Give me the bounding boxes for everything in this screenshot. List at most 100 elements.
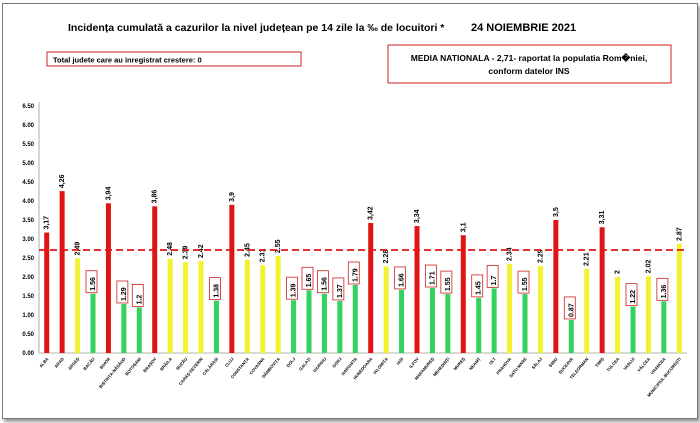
bar (229, 204, 235, 353)
value-label: 3,1 (460, 222, 467, 232)
value-label: 1.45 (476, 281, 483, 295)
bar (676, 243, 682, 353)
value-label-box (301, 266, 314, 290)
category-label: BUZĂU (175, 356, 188, 370)
y-tick-label: 1.50 (22, 294, 34, 300)
value-label: 2.45 (244, 243, 251, 257)
value-label: 4,26 (59, 174, 66, 188)
category-label: ILFOV (408, 356, 420, 369)
value-label-box (656, 277, 669, 301)
value-labels-layer: 3,17 4,26 2,49 1.56 3,94 1.29 1.2 3,86 2.48 2.39 2… (44, 174, 683, 320)
y-tick-label: 5.50 (22, 142, 34, 148)
value-label: 1.37 (337, 284, 344, 298)
category-label: ARGEȘ (67, 356, 81, 371)
national-average-line1: MEDIA NATIONALA - 2,71- raportat la popu… (411, 52, 648, 63)
category-label: VÂLCEA (636, 356, 651, 372)
bar (260, 265, 266, 353)
value-label-box (116, 280, 129, 304)
category-label: BOTOȘANI (124, 356, 142, 376)
bar (568, 319, 574, 353)
bar (645, 276, 651, 353)
bar (399, 289, 405, 353)
category-label: ALBA (38, 356, 49, 368)
bar (167, 258, 173, 353)
value-label: 1.66 (399, 273, 406, 287)
value-label: 3,86 (152, 190, 159, 204)
info-box (46, 51, 302, 67)
y-tick-label: 2.50 (22, 256, 34, 262)
category-label: TIMIȘ (594, 356, 605, 368)
category-label: SIBIU (548, 356, 559, 368)
category-label: IALOMIȚA (372, 356, 389, 375)
value-label: 2.39 (183, 245, 190, 259)
value-label: 2.28 (383, 250, 390, 264)
chart-frame: Incidența cumulată a cazurilor la nivel … (2, 3, 698, 419)
value-label: 1.55 (445, 277, 452, 291)
y-tick-label: 5.00 (22, 161, 34, 167)
value-label: 1.36 (661, 285, 668, 299)
y-tick-label: 0.50 (22, 332, 34, 338)
category-label: VASLUI (622, 356, 636, 371)
value-label: 1.38 (213, 284, 220, 298)
y-tick-label: 3.00 (22, 237, 34, 243)
value-label-box (425, 264, 437, 288)
bar (337, 300, 343, 353)
bar (136, 307, 142, 353)
value-label: 1.56 (321, 277, 328, 291)
bar (383, 266, 389, 353)
value-label-box (131, 283, 144, 307)
value-label: 3,34 (414, 209, 421, 223)
category-label: GORJ (331, 356, 343, 369)
bar (414, 226, 420, 353)
bar (537, 265, 543, 353)
category-label: NEAMȚ (468, 356, 482, 371)
bar (460, 235, 466, 353)
bar (291, 300, 297, 353)
value-label: 3,31 (599, 210, 606, 224)
bar (59, 191, 65, 353)
value-label: 1.2 (136, 295, 143, 305)
bar (90, 293, 96, 353)
category-label: GIURGIU (312, 356, 327, 373)
value-label: 2.48 (167, 242, 174, 256)
category-label: MUREȘ (452, 356, 466, 371)
value-label: 1.79 (352, 268, 359, 282)
bar (121, 303, 127, 353)
value-label-box (517, 270, 530, 294)
bar (522, 294, 528, 353)
value-label-box (563, 296, 576, 320)
value-label: 2.31 (260, 248, 267, 262)
bar (476, 297, 482, 353)
value-label-box (625, 283, 638, 307)
info-box-text: Total judete care au inregistrat crester… (53, 56, 202, 65)
bar (661, 301, 667, 353)
bar (615, 277, 621, 353)
value-label: 3,9 (229, 192, 236, 202)
value-label: 1.56 (90, 277, 97, 291)
bar (630, 306, 636, 353)
value-label: 1.7 (491, 276, 498, 286)
value-label: 3,42 (368, 206, 375, 220)
value-label: 3,17 (44, 216, 51, 230)
value-label: 1.22 (630, 290, 637, 304)
value-label: 3,94 (105, 187, 112, 201)
bar (429, 288, 435, 353)
y-tick-label: 6.50 (22, 104, 34, 110)
national-average-line2: conform datelor INS (488, 66, 570, 76)
bar (105, 203, 111, 353)
value-label-box (85, 270, 98, 294)
category-label: ARAD (53, 356, 65, 368)
value-label-box (209, 277, 221, 300)
bar (183, 262, 189, 353)
category-label: DOLJ (285, 356, 296, 368)
bar (198, 261, 204, 353)
category-label: BRAȘOV (142, 356, 157, 373)
bar (507, 264, 513, 353)
x-labels-layer: ALBA ARAD ARGEȘ BACĂU BIHORBISTRIȚA-NĂSĂUDBO… (38, 356, 682, 398)
category-label: GALAȚI (298, 356, 312, 371)
y-tick-label: 4.50 (22, 180, 34, 186)
value-label: 2.21 (584, 252, 591, 266)
bar (491, 288, 497, 353)
value-label-box (317, 270, 329, 294)
bar (152, 206, 158, 353)
